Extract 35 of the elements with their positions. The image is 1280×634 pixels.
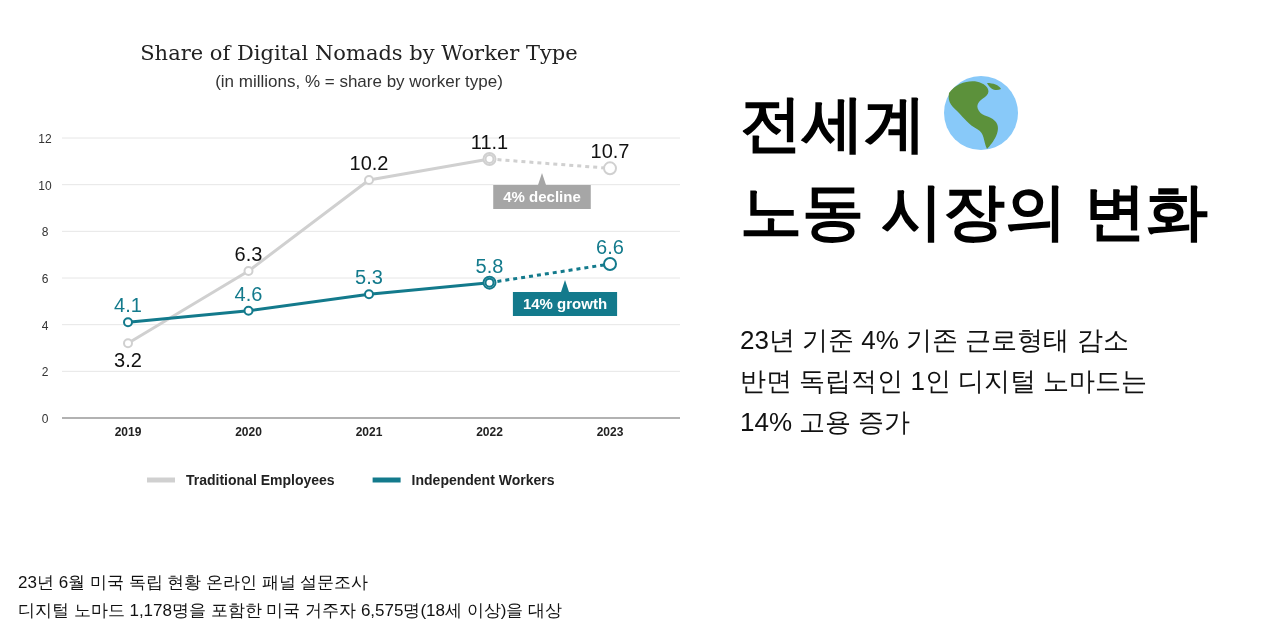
data-label: 11.1 [470, 131, 509, 153]
text: 노동 시장의 변화 [740, 177, 1209, 246]
data-label: 10.7 [590, 140, 630, 163]
data-label: 4.1 [114, 294, 142, 317]
y-tick-label: 12 [38, 132, 52, 146]
legend-label: Traditional Employees [186, 472, 335, 488]
y-tick-label: 0 [41, 412, 49, 426]
text: 14% 고용 증가 [740, 407, 911, 437]
y-tick-label: 8 [41, 225, 49, 240]
data-label: 10.2 [349, 152, 389, 174]
y-tick-label: 10 [38, 178, 52, 193]
text: 반면 독립적인 1인 디지털 노마드는 [740, 366, 1148, 396]
text: 23년 기준 4% 기존 근로형태 감소 [740, 325, 1129, 355]
x-tick-label: 2020 [235, 425, 263, 439]
annotation: 14% growth [522, 295, 608, 312]
y-tick-label: 4 [41, 318, 49, 333]
text: 디지털 노마드 1,178명을 포함한 미국 거주자 6,575명(18세 이상)을 대상 [18, 601, 563, 620]
data-label: 6.3 [234, 243, 263, 265]
x-tick-label: 2021 [355, 425, 383, 439]
text: 전세계 [740, 89, 926, 158]
y-tick-label: 6 [41, 272, 49, 286]
y-tick-label: 2 [41, 365, 49, 380]
data-label: 4.6 [234, 282, 263, 305]
text: 23년 6월 미국 독립 현황 온라인 패널 설문조사 [18, 573, 369, 592]
chart-title: Share of Digital Nomads by Worker Type [140, 41, 578, 65]
data-label: 3.2 [114, 349, 142, 372]
data-label: 5.3 [355, 266, 383, 289]
data-label: 5.8 [475, 254, 504, 277]
legend-label: Independent Workers [411, 472, 555, 488]
x-tick-label: 2019 [114, 425, 142, 439]
chart-subtitle: (in millions, % = share by worker type) [215, 72, 503, 91]
x-tick-label: 2022 [476, 425, 504, 439]
annotation: 4% decline [503, 188, 581, 205]
x-tick-label: 2023 [596, 425, 624, 439]
data-label: 6.6 [596, 236, 624, 258]
